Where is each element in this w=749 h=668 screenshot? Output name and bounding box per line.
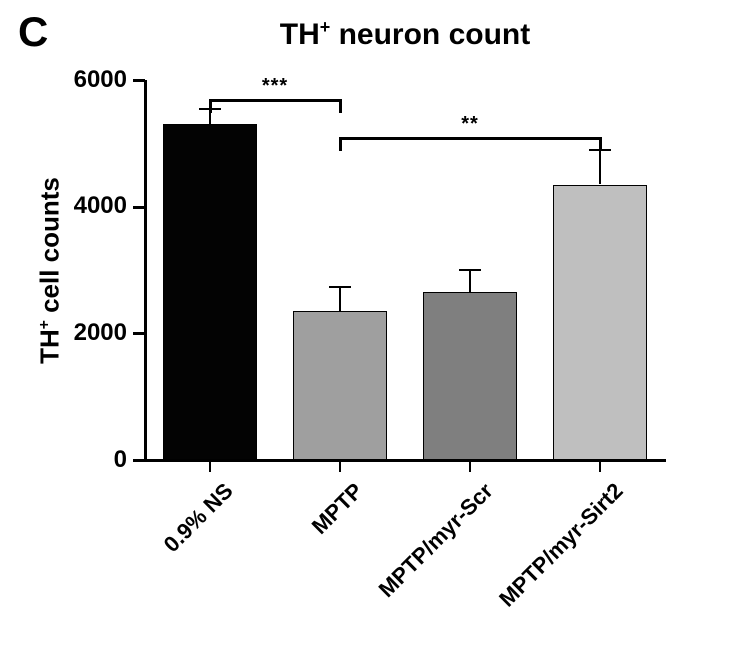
error-bar — [469, 270, 471, 292]
x-tick — [209, 460, 211, 472]
y-tick — [133, 206, 145, 209]
significance-bracket-end — [339, 99, 342, 113]
bar — [423, 292, 517, 460]
error-bar — [599, 150, 601, 185]
y-tick — [133, 79, 145, 82]
y-tick — [133, 459, 145, 462]
significance-label: ** — [461, 113, 479, 136]
y-tick-label: 2000 — [55, 319, 127, 347]
panel-label: C — [18, 8, 48, 56]
significance-bracket-end — [339, 137, 342, 151]
chart-title: TH+ neuron count — [235, 18, 575, 52]
bar — [553, 185, 647, 461]
x-tick — [599, 460, 601, 472]
y-tick — [133, 332, 145, 335]
y-tick-label: 4000 — [55, 192, 127, 220]
y-tick-label: 6000 — [55, 66, 127, 94]
x-tick — [469, 460, 471, 472]
significance-bracket-end — [209, 99, 212, 113]
significance-bracket — [210, 99, 340, 102]
bar — [293, 311, 387, 460]
error-bar-cap — [329, 286, 351, 288]
significance-label: *** — [262, 75, 288, 98]
plot-area: 02000400060000.9% NSMPTPMPTP/myr-ScrMPTP… — [145, 80, 665, 460]
y-tick-label: 0 — [55, 446, 127, 474]
error-bar — [339, 287, 341, 311]
y-axis — [144, 80, 147, 460]
significance-bracket-end — [599, 137, 602, 151]
x-tick — [339, 460, 341, 472]
bar — [163, 124, 257, 460]
error-bar-cap — [459, 269, 481, 271]
significance-bracket — [340, 137, 600, 140]
